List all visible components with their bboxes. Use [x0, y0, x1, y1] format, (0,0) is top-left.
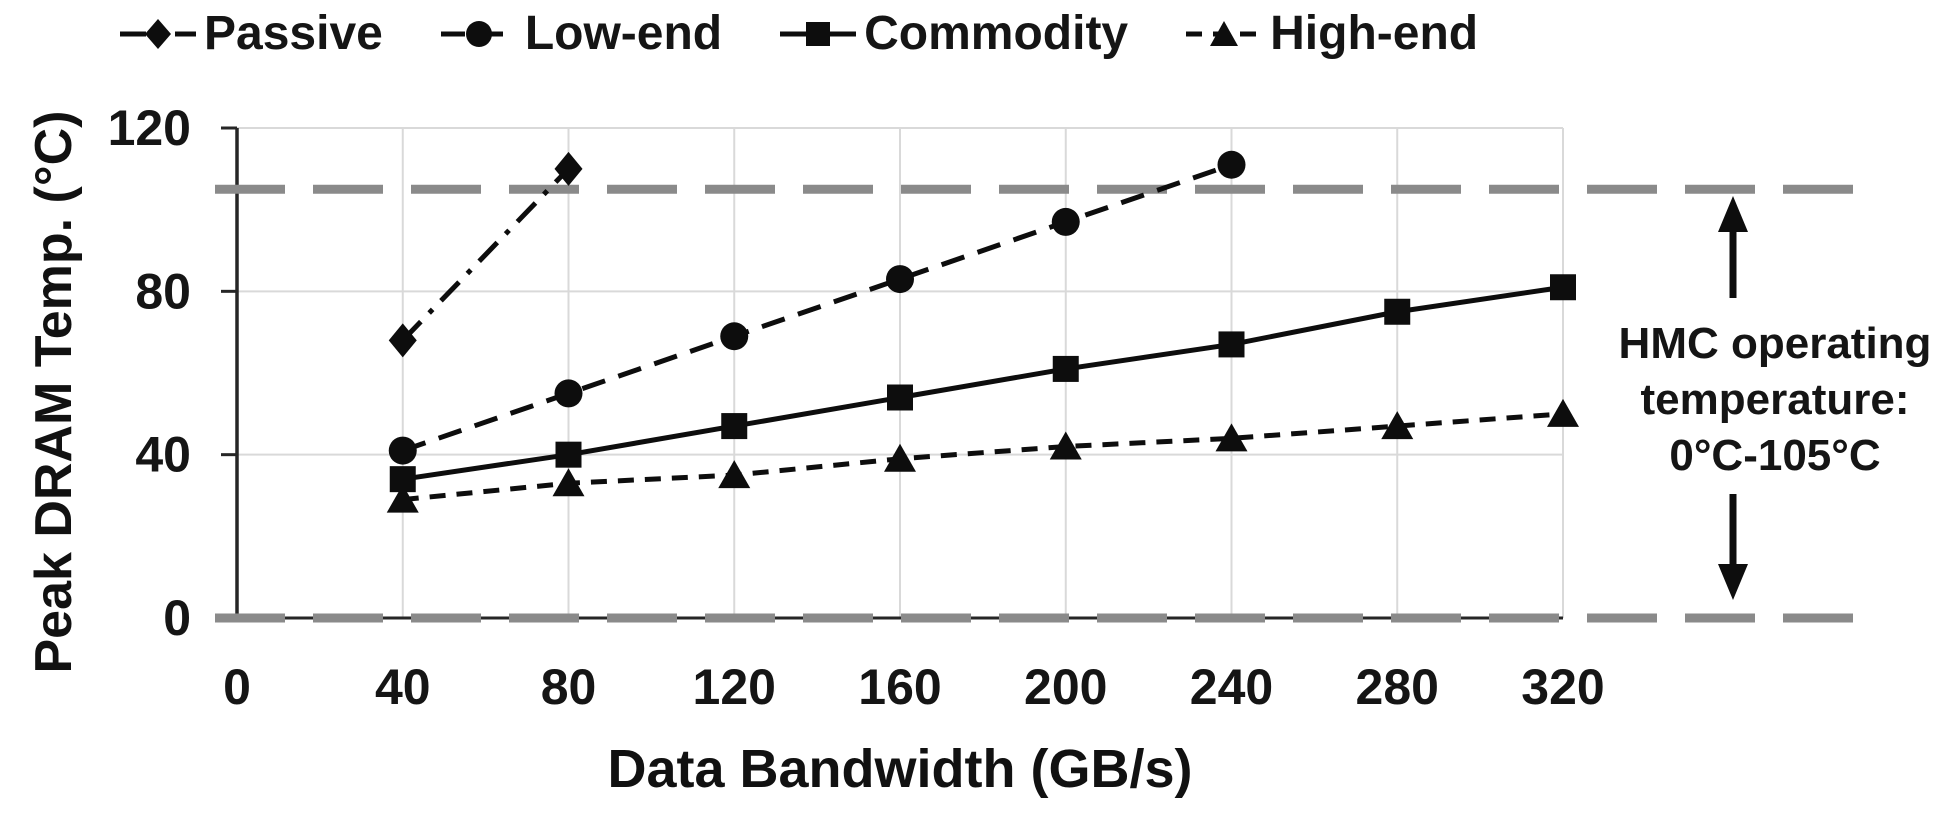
x-tick-label-120: 120	[693, 659, 776, 715]
annotation-line-2: temperature:	[1640, 375, 1910, 424]
passive-line-marker-icon	[120, 18, 196, 49]
marker-low-end-x200	[1051, 207, 1080, 236]
marker-commodity-x240	[1218, 331, 1245, 358]
legend-marker-square-icon	[806, 21, 831, 46]
marker-high-end-x280	[1381, 411, 1414, 440]
x-tick-label-200: 200	[1024, 659, 1107, 715]
x-tick-label-240: 240	[1190, 659, 1273, 715]
x-tick-label-40: 40	[375, 659, 431, 715]
x-axis-title: Data Bandwidth (GB/s)	[607, 739, 1193, 799]
marker-high-end-x40	[386, 484, 419, 513]
legend-item-commodity: Commodity	[778, 6, 1128, 61]
series-line-high-end	[402, 411, 1564, 503]
marker-low-end-x80	[554, 379, 583, 408]
marker-high-end-x320	[1547, 398, 1579, 427]
marker-passive-x80	[554, 151, 583, 186]
marker-high-end-x120	[718, 460, 751, 489]
legend-item-low-end: Low-end	[439, 6, 722, 61]
y-tick-label-120: 120	[108, 100, 191, 156]
y-axis-title: Peak DRAM Temp. (°C)	[25, 110, 83, 674]
marker-commodity-x160	[887, 384, 913, 411]
marker-commodity-x200	[1052, 355, 1079, 382]
y-tick-label-80: 80	[135, 263, 191, 319]
x-tick-label-320: 320	[1521, 659, 1604, 715]
marker-low-end-x160	[886, 265, 914, 294]
marker-commodity-x280	[1384, 298, 1411, 325]
legend-label-high-end: High-end	[1270, 7, 1479, 60]
marker-low-end-x40	[388, 436, 417, 465]
marker-commodity-x120	[721, 413, 748, 440]
legend-item-passive: Passive	[118, 6, 383, 61]
x-tick-label-160: 160	[858, 659, 941, 715]
x-tick-label-0: 0	[223, 659, 251, 715]
marker-low-end-x120	[720, 322, 749, 351]
legend-item-high-end: High-end	[1184, 6, 1478, 61]
marker-high-end-x200	[1049, 431, 1082, 460]
legend-label-commodity: Commodity	[864, 7, 1129, 60]
legend-marker-circle-icon	[465, 20, 492, 47]
x-tick-label-280: 280	[1356, 659, 1439, 715]
y-tick-label-40: 40	[135, 427, 191, 483]
marker-high-end-x240	[1215, 423, 1248, 452]
series-line-commodity	[402, 284, 1564, 482]
x-tick-label-80: 80	[541, 659, 597, 715]
hmc-operating-range-annotation: HMC operating temperature: 0°C-105°C	[1608, 316, 1942, 484]
legend-label-passive: Passive	[204, 7, 383, 60]
marker-low-end-x240	[1217, 150, 1246, 179]
series-line-passive	[400, 167, 571, 343]
series-line-low-end	[401, 162, 1233, 453]
marker-commodity-x80	[555, 441, 582, 468]
marker-passive-x40	[388, 323, 417, 358]
high-end-line-marker-icon	[1186, 20, 1263, 46]
annotation-line-3: 0°C-105°C	[1669, 431, 1881, 480]
low-end-line-marker-icon	[440, 20, 517, 47]
legend-label-low-end: Low-end	[524, 7, 723, 60]
legend-marker-triangle-icon	[1210, 20, 1239, 46]
down-arrow-head-icon	[1718, 564, 1748, 600]
legend-marker-diamond-icon	[145, 18, 171, 49]
up-arrow-head-icon	[1718, 196, 1748, 232]
y-tick-label-0: 0	[163, 590, 191, 646]
chart-legend: Passive Low-end Commodity High-end	[118, 6, 1478, 61]
annotation-line-1: HMC operating	[1618, 319, 1932, 368]
marker-high-end-x160	[884, 443, 916, 472]
commodity-line-marker-icon	[780, 21, 857, 46]
marker-commodity-x320	[1550, 274, 1576, 301]
marker-high-end-x80	[552, 468, 585, 497]
